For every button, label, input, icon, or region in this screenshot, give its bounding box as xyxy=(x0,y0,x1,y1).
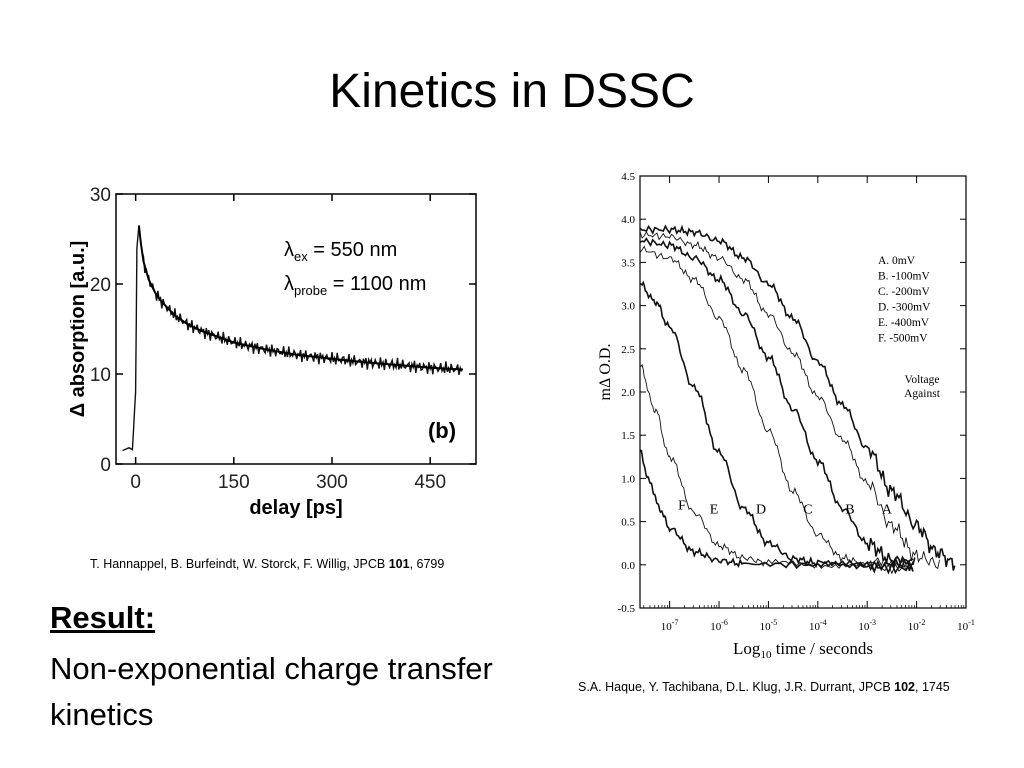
reference-pages: , 1745 xyxy=(915,680,950,694)
y-tick-label: 1.0 xyxy=(621,473,635,485)
reference-authors: S.A. Haque, Y. Tachibana, D.L. Klug, J.R… xyxy=(578,680,895,694)
series-A-line xyxy=(639,224,956,571)
y-tick-label: 0.5 xyxy=(621,517,635,529)
legend-entry: B. -100mV xyxy=(878,271,930,283)
panel-label: (b) xyxy=(428,418,456,443)
legend-entry: D. -300mV xyxy=(878,302,931,314)
x-axis-label: Log10 time / seconds xyxy=(733,639,873,661)
right-chart: 4.5 4.0 3.5 3.0 2.5 2.0 1.5 1.0 0.5 0.0 -0.5 10-7 10… xyxy=(597,171,975,661)
legend-entry: F. -500mV xyxy=(878,333,928,345)
y-tick-label: 0 xyxy=(100,455,111,476)
curve-label: D xyxy=(756,503,766,518)
x-tick-label: 10-4 xyxy=(809,618,827,633)
y-tick-label: 0.0 xyxy=(621,560,635,572)
reference-volume: 101 xyxy=(388,557,410,571)
y-tick-label: 20 xyxy=(90,275,111,296)
legend-entry: E. -400mV xyxy=(878,317,930,329)
x-tick-label: 450 xyxy=(414,472,446,493)
y-tick-label: 1.5 xyxy=(621,430,635,442)
series-F-line xyxy=(639,363,914,572)
y-tick-label: 4.5 xyxy=(621,171,635,183)
lambda-ex-annotation: λex = 550 nm xyxy=(284,239,397,264)
x-tick-label: 10-5 xyxy=(760,618,778,633)
reference-pages: , 6799 xyxy=(409,557,445,571)
y-axis-label: Δ absorption [a.u.] xyxy=(70,241,89,418)
x-tick-label: 150 xyxy=(218,472,250,493)
x-tick-label: 10-2 xyxy=(908,618,926,633)
result-text: Non-exponential charge transfer kinetics xyxy=(50,651,493,732)
reference-authors: T. Hannappel, B. Burfeindt, W. Storck, F… xyxy=(90,557,389,571)
series-D-line xyxy=(639,245,914,575)
x-axis-label: delay [ps] xyxy=(249,497,342,519)
slide-title: Kinetics in DSSC xyxy=(329,65,695,118)
y-tick-label: 3.5 xyxy=(621,257,635,269)
reference-left: T. Hannappel, B. Burfeindt, W. Storck, F… xyxy=(90,556,500,573)
series-E-line xyxy=(639,280,914,574)
curve-label: A xyxy=(882,503,893,518)
y-tick-label: -0.5 xyxy=(618,603,636,615)
x-tick-label: 300 xyxy=(316,472,348,493)
curve-label: B xyxy=(845,503,854,518)
left-chart: 0 150 300 450 0 10 20 30 delay [ps] Δ absorption … xyxy=(70,185,477,519)
legend-title: Against xyxy=(904,388,941,400)
x-tick-label: 10-7 xyxy=(661,618,679,633)
y-tick-label: 2.0 xyxy=(621,387,635,399)
reference-right: S.A. Haque, Y. Tachibana, D.L. Klug, J.R… xyxy=(578,679,998,696)
y-tick-label: 4.0 xyxy=(621,214,635,226)
legend-entry: C. -200mV xyxy=(878,286,930,298)
lambda-probe-annotation: λprobe = 1100 nm xyxy=(284,273,426,298)
curve-label: F xyxy=(678,498,686,513)
fit-curve xyxy=(137,225,463,371)
result-heading: Result: xyxy=(50,600,156,635)
series-G-line xyxy=(639,449,914,575)
x-tick-label: 10-6 xyxy=(710,618,728,633)
y-tick-label: 3.0 xyxy=(621,301,635,313)
plot-frame xyxy=(115,193,477,465)
series-B-line xyxy=(639,231,940,570)
legend-entry: A. 0mV xyxy=(878,255,916,267)
curve-label: E xyxy=(710,503,719,518)
x-tick-label: 10-1 xyxy=(957,618,975,633)
x-tick-label: 10-3 xyxy=(858,618,876,633)
y-tick-label: 30 xyxy=(90,185,111,206)
reference-volume: 102 xyxy=(894,680,915,694)
y-tick-label: 10 xyxy=(90,365,111,386)
y-axis-label: mΔ O.D. xyxy=(597,344,614,401)
y-tick-label: 2.5 xyxy=(621,344,635,356)
curve-label: C xyxy=(803,503,812,518)
series-C-line xyxy=(639,237,916,572)
legend-title: Voltage xyxy=(905,374,940,386)
x-tick-label: 0 xyxy=(130,472,141,493)
